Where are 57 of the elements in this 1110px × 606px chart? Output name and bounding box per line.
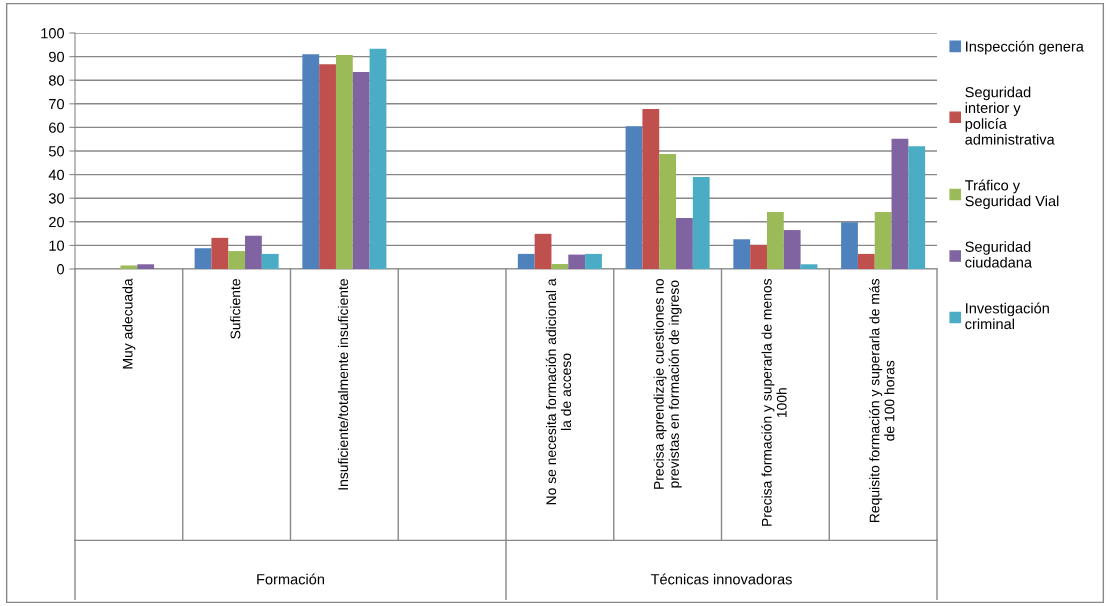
bar (228, 251, 246, 269)
bar (841, 222, 858, 269)
y-tick-label: 100 (41, 28, 65, 39)
bar (245, 235, 262, 269)
y-tick-label: 70 (49, 98, 65, 110)
bar (194, 248, 212, 269)
bar (733, 239, 751, 269)
bar (335, 54, 353, 269)
y-tick-label: 80 (49, 75, 65, 86)
bar (211, 237, 229, 269)
text: Formación (257, 573, 324, 585)
bar (568, 254, 586, 269)
x-tick-label: Insuficiente/totalmente insuficiente (337, 279, 349, 490)
bar (319, 64, 336, 269)
bar (857, 253, 875, 269)
x-tick-label: Muy adecuada (122, 278, 136, 369)
bar (891, 138, 909, 269)
x-tick-label: Requisito formación y superarla de más de 100 horas (869, 278, 895, 522)
legend-label: Seguridad ciudadana (965, 241, 1033, 268)
bar (659, 154, 677, 269)
bar (585, 253, 602, 269)
bar (676, 218, 693, 269)
text: Técnicas innovadoras (650, 573, 792, 585)
bar (369, 48, 387, 269)
bar (120, 265, 138, 269)
y-tick-label: 10 (49, 240, 65, 251)
legend-label: Seguridad interior y policía administrativa (965, 86, 1055, 145)
y-tick-label: 30 (48, 193, 65, 204)
bar (302, 54, 320, 269)
bar (908, 146, 926, 269)
bar (261, 253, 279, 269)
bar (874, 211, 892, 269)
bar (551, 264, 569, 269)
legend-label: Inspección genera (966, 40, 1084, 55)
x-tick-label: No se necesita formación adicional a la de acceso (545, 278, 572, 505)
y-tick-label: 0 (57, 264, 65, 275)
legend-label: Investigación criminal (965, 302, 1049, 330)
legend-label: Tráfico y Seguridad Vial (965, 179, 1059, 210)
bar (783, 230, 801, 269)
y-tick-label: 50 (48, 146, 65, 157)
y-tick-label: 20 (49, 216, 65, 228)
bar (137, 264, 155, 269)
bar (692, 176, 710, 269)
bar (642, 108, 660, 269)
x-tick-label: Precisa formación y superarla de menos 100h (761, 278, 787, 526)
bar (352, 71, 370, 269)
x-tick-label: Suficiente (230, 279, 241, 339)
bar (800, 264, 818, 269)
bar (534, 233, 552, 269)
x-tick-label: Precisa aprendizaje cuestiones no previstas en formación de ingreso (653, 279, 682, 489)
y-tick-label: 90 (49, 51, 65, 63)
bar (517, 253, 535, 269)
y-tick-label: 40 (48, 169, 65, 181)
bar (766, 211, 784, 269)
bar (625, 126, 643, 269)
bar (750, 244, 767, 269)
y-tick-label: 60 (49, 122, 65, 133)
